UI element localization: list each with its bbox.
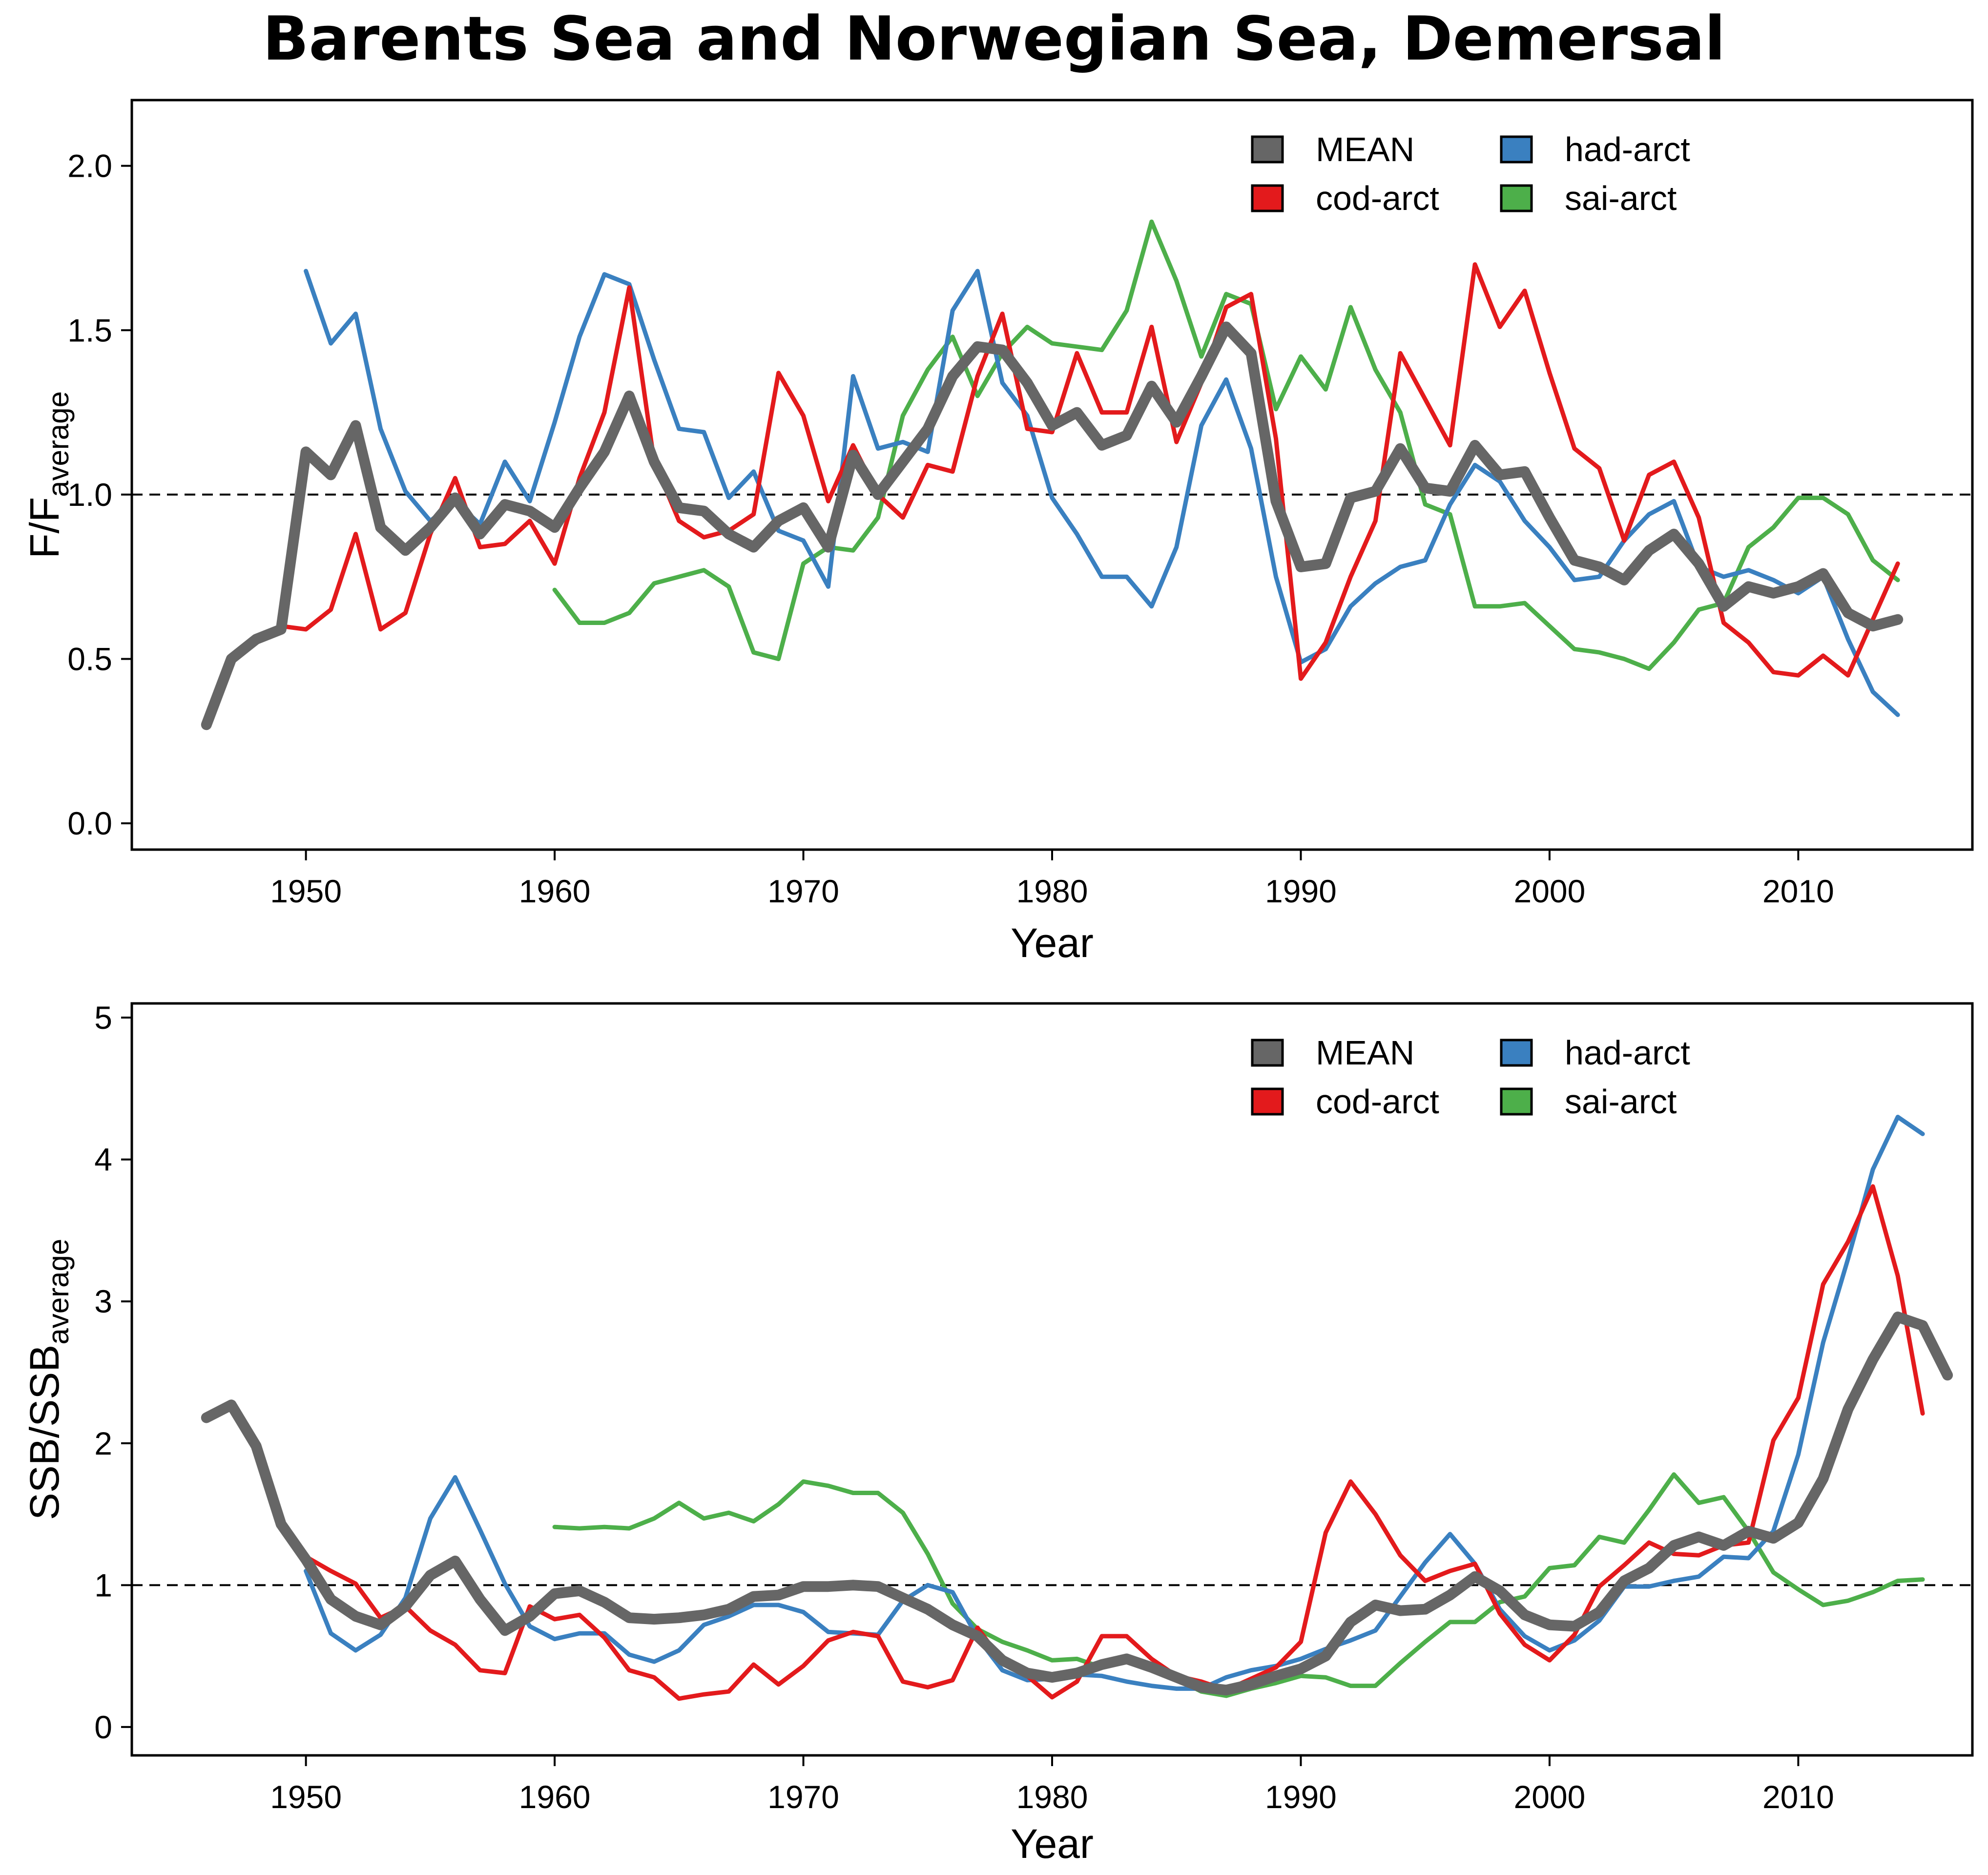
- y-tick-label: 3: [94, 1283, 112, 1319]
- y-axis-label-main: SSB/SSB: [21, 1345, 67, 1521]
- legend-label-had-arct: had-arct: [1565, 130, 1690, 168]
- legend-swatch-MEAN: [1251, 135, 1284, 164]
- x-tick-label: 1960: [519, 1779, 591, 1815]
- y-tick-label: 1.0: [67, 477, 112, 513]
- legend-label-sai-arct: sai-arct: [1565, 1083, 1677, 1121]
- x-tick-label: 1950: [270, 1779, 342, 1815]
- y-tick-label: 4: [94, 1142, 112, 1178]
- legend-label-MEAN: MEAN: [1316, 1034, 1414, 1072]
- ssb-ratio-panel: 1950 1960 1970 1980 1990 2000 2010 0 1 2 3 4 5 Year SS…: [21, 1000, 1974, 1867]
- x-tick-label: 1970: [767, 873, 839, 909]
- figure-title: Barents Sea and Norwegian Sea, Demersal: [262, 4, 1726, 74]
- x-tick-label: 2000: [1514, 873, 1586, 909]
- y-axis-label-subscript: average: [42, 1239, 75, 1345]
- legend-label-cod-arct: cod-arct: [1316, 179, 1439, 217]
- series-line-cod-arct: [204, 262, 1900, 727]
- y-tick-label: 0: [94, 1709, 112, 1745]
- legend-swatch-cod-arct: [1251, 184, 1284, 212]
- x-tick-label: 2010: [1762, 873, 1834, 909]
- series-line-MEAN: [201, 1312, 1953, 1696]
- legend-swatch-sai-arct: [1500, 184, 1533, 212]
- series-line-had-arct: [304, 1115, 1925, 1691]
- y-tick-label: 0.0: [67, 805, 112, 841]
- legend-label-MEAN: MEAN: [1316, 130, 1414, 168]
- y-tick-label: 2: [94, 1425, 112, 1461]
- x-tick-label: 1990: [1265, 873, 1337, 909]
- f-ratio-panel: 1950 1960 1970 1980 1990 2000 2010 0.0 0.5 1.0 1.5…: [21, 99, 1974, 966]
- series-line-MEAN: [201, 321, 1904, 730]
- x-axis-label: Year: [1011, 1821, 1094, 1867]
- plot-frame: [130, 99, 1974, 851]
- legend-swatch-sai-arct: [1500, 1087, 1533, 1116]
- legend-swatch-MEAN: [1251, 1039, 1284, 1067]
- y-axis-label-main: F/F: [21, 497, 67, 559]
- x-tick-label: 1970: [767, 1779, 839, 1815]
- x-tick-label: 1980: [1016, 873, 1088, 909]
- legend-label-sai-arct: sai-arct: [1565, 179, 1677, 217]
- y-axis-label-subscript: average: [42, 391, 75, 497]
- legend-label-cod-arct: cod-arct: [1316, 1083, 1439, 1121]
- series-line-had-arct: [304, 269, 1900, 717]
- legend-label-had-arct: had-arct: [1565, 1034, 1690, 1072]
- x-tick-label: 1980: [1016, 1779, 1088, 1815]
- y-tick-label: 0.5: [67, 641, 112, 677]
- legend-swatch-had-arct: [1500, 1039, 1533, 1067]
- y-axis-label: SSB/SSBaverage: [21, 1239, 75, 1520]
- series-line-cod-arct: [204, 1184, 1925, 1701]
- y-axis-label: F/Faverage: [21, 391, 75, 559]
- x-axis-label: Year: [1011, 920, 1094, 966]
- legend-swatch-cod-arct: [1251, 1087, 1284, 1116]
- plot-frame: [130, 1002, 1974, 1757]
- x-tick-label: 1950: [270, 873, 342, 909]
- x-tick-label: 2000: [1514, 1779, 1586, 1815]
- y-tick-label: 5: [94, 1000, 112, 1036]
- y-tick-label: 1: [94, 1567, 112, 1603]
- y-tick-label: 1.5: [67, 312, 112, 348]
- x-tick-label: 1960: [519, 873, 591, 909]
- x-tick-label: 2010: [1762, 1779, 1834, 1815]
- y-tick-label: 2.0: [67, 148, 112, 184]
- legend-swatch-had-arct: [1500, 135, 1533, 164]
- series-line-sai-arct: [552, 219, 1900, 671]
- x-tick-label: 1990: [1265, 1779, 1337, 1815]
